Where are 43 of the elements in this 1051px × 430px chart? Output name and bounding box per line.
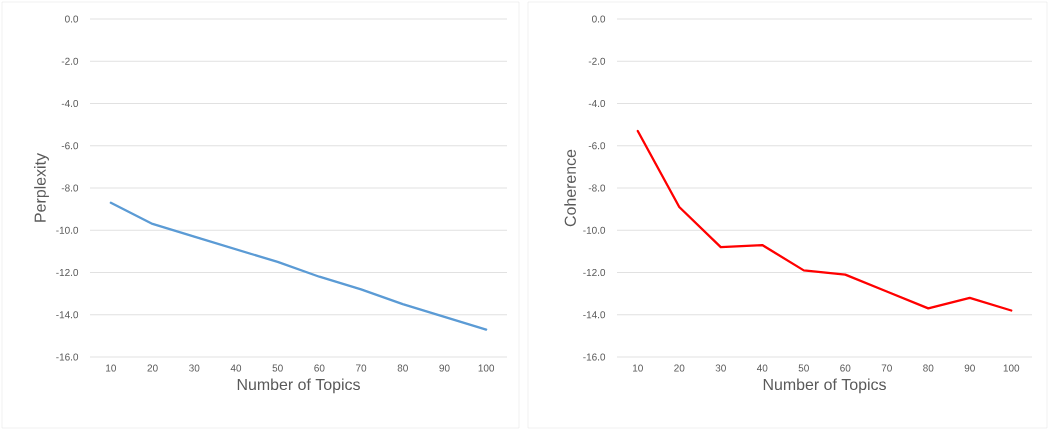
x-axis-title: Number of Topics <box>763 378 886 394</box>
y-tick-label: -12.0 <box>583 268 606 277</box>
x-tick-label: 90 <box>439 364 450 372</box>
x-tick-label: 90 <box>964 364 975 372</box>
y-tick-label: -6.0 <box>61 142 79 150</box>
x-tick-label: 70 <box>881 364 892 372</box>
y-tick-label: -16.0 <box>56 353 79 361</box>
y-axis-title: Coherence <box>564 149 576 227</box>
y-tick-label: -14.0 <box>56 311 79 319</box>
y-tick-label: -4.0 <box>588 99 606 108</box>
y-tick-label: -10.0 <box>583 226 606 234</box>
x-tick-label: 70 <box>356 364 367 372</box>
y-tick-label: 0.0 <box>592 15 606 23</box>
x-tick-label: 100 <box>1003 364 1020 372</box>
x-tick-label: 50 <box>272 364 283 372</box>
x-tick-label: 80 <box>923 364 934 372</box>
x-tick-label: 30 <box>715 364 726 372</box>
x-tick-label: 20 <box>674 364 685 372</box>
y-tick-label: -10.0 <box>56 226 79 234</box>
x-tick-label: 100 <box>478 364 495 372</box>
x-tick-label: 20 <box>147 364 158 372</box>
y-tick-label: 0.0 <box>65 15 79 23</box>
y-tick-label: -14.0 <box>583 311 606 319</box>
x-tick-label: 80 <box>397 364 408 372</box>
x-tick-label: 10 <box>106 364 117 372</box>
x-axis-title: Number of Topics <box>237 378 360 394</box>
x-tick-label: 50 <box>798 364 809 372</box>
x-tick-label: 30 <box>189 364 200 372</box>
line-series <box>636 129 1013 312</box>
x-tick-label: 40 <box>230 364 242 372</box>
y-tick-label: -16.0 <box>583 353 606 361</box>
y-tick-label: -6.0 <box>588 142 606 150</box>
x-tick-label: 60 <box>314 364 325 372</box>
x-tick-label: 60 <box>840 364 851 372</box>
y-tick-label: -8.0 <box>588 184 606 192</box>
x-tick-label: 10 <box>632 364 643 372</box>
y-tick-label: -8.0 <box>61 184 79 192</box>
y-axis-title: Perplexity <box>34 153 49 222</box>
y-tick-label: -2.0 <box>61 57 79 65</box>
y-tick-label: -12.0 <box>56 268 79 277</box>
x-tick-label: 40 <box>756 364 768 372</box>
y-tick-label: -4.0 <box>61 99 79 108</box>
y-tick-label: -2.0 <box>588 57 606 65</box>
